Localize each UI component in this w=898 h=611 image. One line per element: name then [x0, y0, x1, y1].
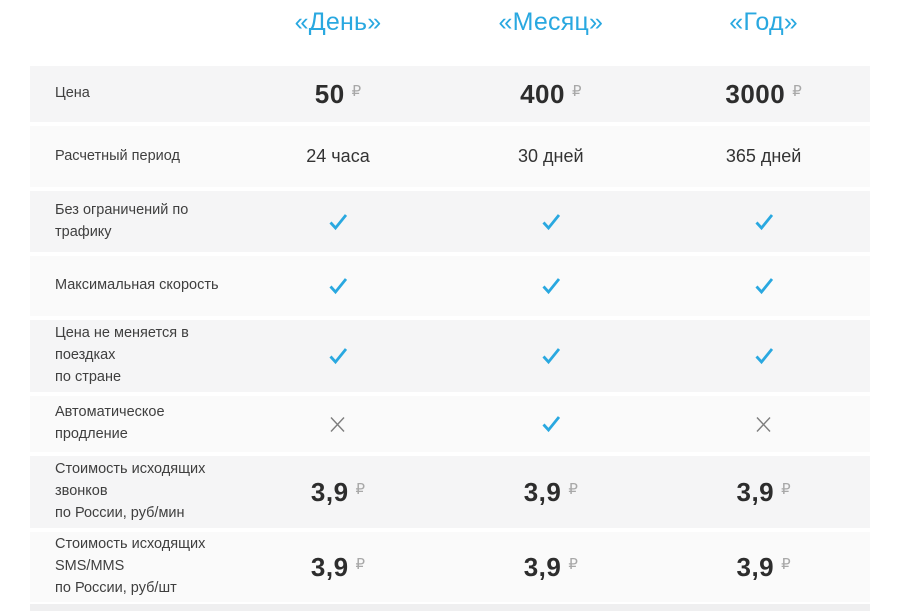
price-value: 3,9	[736, 476, 775, 507]
check-icon	[444, 210, 657, 234]
ruble-sign: ₽	[355, 555, 366, 573]
ruble-sign: ₽	[351, 82, 362, 100]
price-value: 3,9	[736, 551, 775, 582]
check-icon	[657, 274, 870, 298]
plan-header-day: «День»	[294, 8, 382, 36]
tariff-comparison-table: «День» «Месяц» «Год» Цена 50 ₽ 400 ₽ 3000 ₽…	[30, 0, 870, 606]
ruble-sign: ₽	[355, 480, 366, 498]
ruble-sign: ₽	[568, 555, 578, 573]
next-section-edge	[30, 604, 870, 611]
row-label: Цена	[55, 85, 90, 102]
price-value: 3,9	[310, 476, 349, 507]
ruble-sign: ₽	[571, 82, 582, 100]
price-cell: 3,9 ₽	[444, 477, 657, 508]
check-icon	[232, 274, 445, 298]
price-value: 3,9	[523, 476, 562, 507]
price-cell: 3,9 ₽	[444, 552, 657, 583]
check-icon	[232, 210, 445, 234]
price-value: 3,9	[310, 551, 349, 582]
price-cell: 3,9 ₽	[657, 477, 870, 508]
price-value: 3000	[725, 78, 786, 109]
period-cell: 30 дней	[518, 146, 584, 166]
table-row-period: Расчетный период 24 часа 30 дней 365 дне…	[30, 126, 870, 187]
price-value: 3,9	[523, 551, 562, 582]
period-cell: 365 дней	[725, 146, 802, 166]
table-row-calls: Стоимость исходящих звонков по России, р…	[30, 456, 870, 528]
check-icon	[444, 412, 657, 436]
price-cell: 400 ₽	[444, 79, 657, 110]
check-icon	[232, 344, 445, 368]
plan-header-year: «Год»	[729, 8, 798, 36]
price-cell: 3000 ₽	[657, 79, 870, 110]
row-label: Автоматическое продление	[55, 404, 165, 442]
price-cell: 3,9 ₽	[232, 477, 445, 508]
price-cell: 3,9 ₽	[232, 552, 445, 583]
row-label: Стоимость исходящих звонков по России, р…	[55, 461, 206, 521]
table-row-roaming: Цена не меняется в поездках по стране	[30, 320, 870, 392]
row-label: Максимальная скорость	[55, 277, 219, 294]
table-row-price: Цена 50 ₽ 400 ₽ 3000 ₽	[30, 66, 870, 122]
cross-icon	[657, 414, 870, 435]
ruble-sign: ₽	[781, 480, 791, 498]
check-icon	[444, 344, 657, 368]
row-label: Стоимость исходящих SMS/MMS по России, р…	[55, 536, 206, 596]
row-label: Цена не меняется в поездках по стране	[55, 325, 189, 385]
table-row-autorenew: Автоматическое продление	[30, 396, 870, 452]
cross-icon	[232, 414, 445, 435]
price-value: 400	[520, 78, 565, 109]
price-cell: 50 ₽	[232, 79, 445, 110]
table-row-speed: Максимальная скорость	[30, 256, 870, 316]
price-value: 50	[314, 78, 345, 109]
row-label: Без ограничений по трафику	[55, 201, 189, 240]
check-icon	[657, 210, 870, 234]
check-icon	[657, 344, 870, 368]
price-cell: 3,9 ₽	[657, 552, 870, 583]
table-row-traffic: Без ограничений по трафику	[30, 191, 870, 252]
ruble-sign: ₽	[781, 555, 791, 573]
plan-header-month: «Месяц»	[498, 8, 604, 36]
period-cell: 24 часа	[306, 146, 370, 166]
ruble-sign: ₽	[792, 82, 802, 100]
table-row-sms: Стоимость исходящих SMS/MMS по России, р…	[30, 532, 870, 602]
check-icon	[444, 274, 657, 298]
ruble-sign: ₽	[568, 480, 578, 498]
table-header-row: «День» «Месяц» «Год»	[30, 0, 870, 66]
row-label: Расчетный период	[55, 147, 180, 164]
